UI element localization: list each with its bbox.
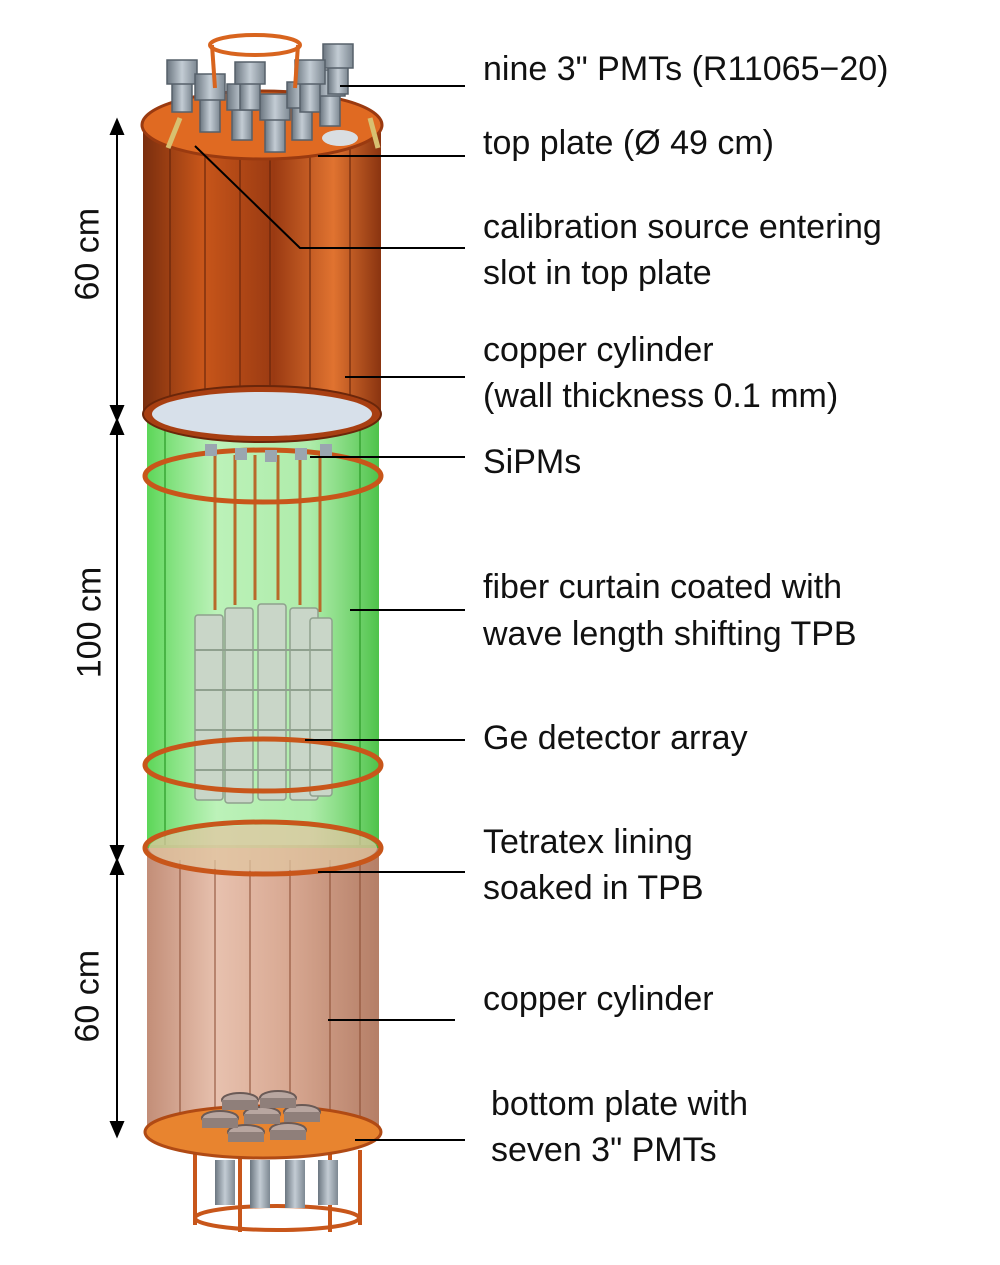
label-ge-array: Ge detector array (483, 719, 748, 757)
label-fiber-line2: wave length shifting TPB (483, 615, 857, 653)
bottom-pmts-lower (215, 1160, 338, 1208)
ge-detector-segments (195, 649, 332, 771)
label-tetratex-line1: Tetratex lining (483, 823, 693, 861)
label-bottom-plate-line2: seven 3" PMTs (491, 1131, 717, 1169)
label-top-plate: top plate (Ø 49 cm) (483, 124, 775, 162)
leader-lines (194, 85, 465, 1141)
top-frame (208, 33, 302, 89)
tetratex-disk (149, 825, 377, 871)
dim-label-middle: 100 cm (70, 566, 109, 679)
label-calibration-line2: slot in top plate (483, 254, 712, 292)
label-copper-top-line1: copper cylinder (483, 331, 714, 369)
label-fiber-line1: fiber curtain coated with (483, 568, 843, 606)
support-rings (142, 447, 384, 877)
dim-label-bottom: 60 cm (68, 949, 107, 1043)
top-pmts (166, 43, 354, 153)
label-tetratex-line2: soaked in TPB (483, 869, 704, 907)
label-copper-top-line2: (wall thickness 0.1 mm) (483, 377, 839, 415)
label-calibration-line1: calibration source entering (483, 208, 882, 246)
top-copper-cylinder (142, 125, 382, 443)
dim-label-top: 60 cm (68, 207, 107, 301)
inner-strings (213, 455, 322, 612)
label-sipms: SiPMs (483, 443, 582, 481)
bottom-copper-cylinder (147, 845, 379, 1135)
dimension-arrows (109, 117, 125, 1139)
label-copper-bottom: copper cylinder (483, 980, 714, 1018)
label-bottom-plate-line1: bottom plate with (491, 1085, 749, 1123)
label-top-pmts: nine 3" PMTs (R11065−20) (483, 50, 889, 88)
sipm-tabs (205, 444, 332, 462)
ge-detector-array (194, 603, 333, 804)
bottom-plate (143, 1090, 383, 1160)
